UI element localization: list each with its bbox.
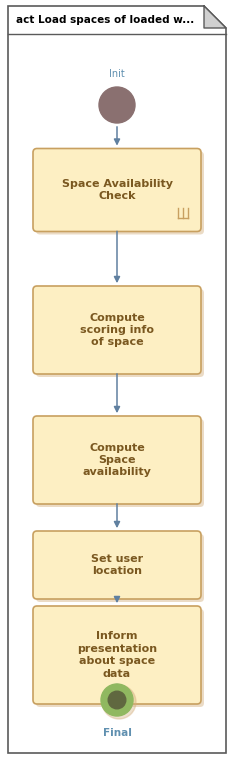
- FancyBboxPatch shape: [36, 289, 204, 377]
- Circle shape: [108, 691, 126, 709]
- Polygon shape: [204, 6, 226, 28]
- Text: Space Availability
Check: Space Availability Check: [62, 179, 172, 201]
- FancyBboxPatch shape: [33, 531, 201, 599]
- FancyBboxPatch shape: [36, 534, 204, 602]
- FancyBboxPatch shape: [36, 609, 204, 707]
- FancyBboxPatch shape: [33, 149, 201, 231]
- Text: Init: Init: [109, 69, 125, 79]
- FancyBboxPatch shape: [33, 286, 201, 374]
- Text: act Load spaces of loaded w...: act Load spaces of loaded w...: [16, 15, 194, 25]
- FancyBboxPatch shape: [33, 416, 201, 504]
- Text: Set user
location: Set user location: [91, 554, 143, 576]
- FancyBboxPatch shape: [36, 419, 204, 507]
- FancyBboxPatch shape: [36, 152, 204, 235]
- Text: Compute
Space
availability: Compute Space availability: [83, 442, 151, 477]
- Text: Compute
scoring info
of space: Compute scoring info of space: [80, 313, 154, 348]
- Text: Final: Final: [102, 728, 132, 738]
- FancyBboxPatch shape: [33, 606, 201, 704]
- Polygon shape: [8, 6, 226, 753]
- Text: Inform
presentation
about space
data: Inform presentation about space data: [77, 631, 157, 679]
- Circle shape: [102, 685, 136, 719]
- Circle shape: [99, 87, 135, 123]
- Circle shape: [101, 684, 133, 716]
